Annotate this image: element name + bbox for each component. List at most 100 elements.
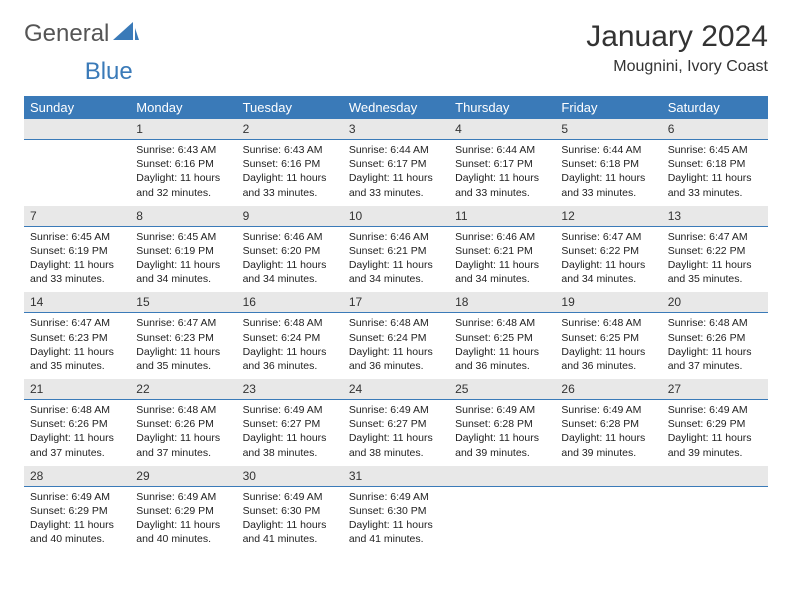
- calendar-cell: 6Sunrise: 6:45 AMSunset: 6:18 PMDaylight…: [662, 119, 768, 206]
- day-number: 22: [130, 379, 236, 400]
- calendar-cell: 8Sunrise: 6:45 AMSunset: 6:19 PMDaylight…: [130, 206, 236, 293]
- day-data: Sunrise: 6:49 AMSunset: 6:28 PMDaylight:…: [449, 400, 555, 466]
- day-header: Thursday: [449, 96, 555, 119]
- day-header: Friday: [555, 96, 661, 119]
- day-number: 2: [237, 119, 343, 140]
- calendar-cell: 11Sunrise: 6:46 AMSunset: 6:21 PMDayligh…: [449, 206, 555, 293]
- day-data: Sunrise: 6:49 AMSunset: 6:27 PMDaylight:…: [237, 400, 343, 466]
- day-data: Sunrise: 6:49 AMSunset: 6:28 PMDaylight:…: [555, 400, 661, 466]
- calendar-cell: 2Sunrise: 6:43 AMSunset: 6:16 PMDaylight…: [237, 119, 343, 206]
- day-number: 10: [343, 206, 449, 227]
- day-header: Wednesday: [343, 96, 449, 119]
- calendar-cell: 5Sunrise: 6:44 AMSunset: 6:18 PMDaylight…: [555, 119, 661, 206]
- day-data: Sunrise: 6:49 AMSunset: 6:30 PMDaylight:…: [343, 487, 449, 553]
- calendar-cell: [555, 466, 661, 553]
- calendar-week: 14Sunrise: 6:47 AMSunset: 6:23 PMDayligh…: [24, 292, 768, 379]
- brand-part2: Blue: [85, 58, 133, 86]
- calendar-cell: 27Sunrise: 6:49 AMSunset: 6:29 PMDayligh…: [662, 379, 768, 466]
- day-number: 11: [449, 206, 555, 227]
- day-data: Sunrise: 6:45 AMSunset: 6:18 PMDaylight:…: [662, 140, 768, 206]
- calendar-cell: [24, 119, 130, 206]
- day-number: 7: [24, 206, 130, 227]
- day-header: Tuesday: [237, 96, 343, 119]
- calendar-cell: 26Sunrise: 6:49 AMSunset: 6:28 PMDayligh…: [555, 379, 661, 466]
- calendar-cell: 28Sunrise: 6:49 AMSunset: 6:29 PMDayligh…: [24, 466, 130, 553]
- day-number: 17: [343, 292, 449, 313]
- calendar-cell: 30Sunrise: 6:49 AMSunset: 6:30 PMDayligh…: [237, 466, 343, 553]
- calendar-cell: 3Sunrise: 6:44 AMSunset: 6:17 PMDaylight…: [343, 119, 449, 206]
- day-data: Sunrise: 6:49 AMSunset: 6:27 PMDaylight:…: [343, 400, 449, 466]
- location-label: Mougnini, Ivory Coast: [586, 58, 768, 76]
- day-header: Saturday: [662, 96, 768, 119]
- day-number: 25: [449, 379, 555, 400]
- day-data: Sunrise: 6:47 AMSunset: 6:22 PMDaylight:…: [555, 227, 661, 293]
- day-data: Sunrise: 6:48 AMSunset: 6:24 PMDaylight:…: [237, 313, 343, 379]
- calendar-table: SundayMondayTuesdayWednesdayThursdayFrid…: [24, 96, 768, 552]
- calendar-cell: 7Sunrise: 6:45 AMSunset: 6:19 PMDaylight…: [24, 206, 130, 293]
- calendar-head: SundayMondayTuesdayWednesdayThursdayFrid…: [24, 96, 768, 119]
- day-data: Sunrise: 6:48 AMSunset: 6:25 PMDaylight:…: [449, 313, 555, 379]
- calendar-cell: 18Sunrise: 6:48 AMSunset: 6:25 PMDayligh…: [449, 292, 555, 379]
- day-number: 1: [130, 119, 236, 140]
- day-data: Sunrise: 6:49 AMSunset: 6:30 PMDaylight:…: [237, 487, 343, 553]
- day-number: 12: [555, 206, 661, 227]
- calendar-cell: 1Sunrise: 6:43 AMSunset: 6:16 PMDaylight…: [130, 119, 236, 206]
- brand-logo: General: [24, 20, 141, 48]
- day-data: Sunrise: 6:44 AMSunset: 6:17 PMDaylight:…: [343, 140, 449, 206]
- day-number: 9: [237, 206, 343, 227]
- day-number: 24: [343, 379, 449, 400]
- calendar-cell: 22Sunrise: 6:48 AMSunset: 6:26 PMDayligh…: [130, 379, 236, 466]
- brand-part1: General: [24, 20, 109, 48]
- day-data: Sunrise: 6:48 AMSunset: 6:26 PMDaylight:…: [662, 313, 768, 379]
- day-number: 13: [662, 206, 768, 227]
- day-number: 8: [130, 206, 236, 227]
- calendar-week: 7Sunrise: 6:45 AMSunset: 6:19 PMDaylight…: [24, 206, 768, 293]
- day-number: 5: [555, 119, 661, 140]
- calendar-cell: [662, 466, 768, 553]
- day-number: 6: [662, 119, 768, 140]
- day-data: Sunrise: 6:45 AMSunset: 6:19 PMDaylight:…: [24, 227, 130, 293]
- day-number: 3: [343, 119, 449, 140]
- day-data: Sunrise: 6:49 AMSunset: 6:29 PMDaylight:…: [662, 400, 768, 466]
- day-number: 27: [662, 379, 768, 400]
- day-data: Sunrise: 6:47 AMSunset: 6:23 PMDaylight:…: [130, 313, 236, 379]
- calendar-cell: 31Sunrise: 6:49 AMSunset: 6:30 PMDayligh…: [343, 466, 449, 553]
- calendar-cell: 25Sunrise: 6:49 AMSunset: 6:28 PMDayligh…: [449, 379, 555, 466]
- calendar-cell: [449, 466, 555, 553]
- calendar-week: 1Sunrise: 6:43 AMSunset: 6:16 PMDaylight…: [24, 119, 768, 206]
- day-data: Sunrise: 6:47 AMSunset: 6:22 PMDaylight:…: [662, 227, 768, 293]
- day-data: Sunrise: 6:43 AMSunset: 6:16 PMDaylight:…: [130, 140, 236, 206]
- day-data: Sunrise: 6:48 AMSunset: 6:24 PMDaylight:…: [343, 313, 449, 379]
- day-number: 16: [237, 292, 343, 313]
- calendar-cell: 15Sunrise: 6:47 AMSunset: 6:23 PMDayligh…: [130, 292, 236, 379]
- calendar-cell: 24Sunrise: 6:49 AMSunset: 6:27 PMDayligh…: [343, 379, 449, 466]
- day-data: Sunrise: 6:46 AMSunset: 6:20 PMDaylight:…: [237, 227, 343, 293]
- calendar-cell: 16Sunrise: 6:48 AMSunset: 6:24 PMDayligh…: [237, 292, 343, 379]
- day-data: Sunrise: 6:45 AMSunset: 6:19 PMDaylight:…: [130, 227, 236, 293]
- day-data: Sunrise: 6:46 AMSunset: 6:21 PMDaylight:…: [343, 227, 449, 293]
- day-data: Sunrise: 6:44 AMSunset: 6:17 PMDaylight:…: [449, 140, 555, 206]
- calendar-cell: 9Sunrise: 6:46 AMSunset: 6:20 PMDaylight…: [237, 206, 343, 293]
- day-data: Sunrise: 6:49 AMSunset: 6:29 PMDaylight:…: [130, 487, 236, 553]
- calendar-cell: 20Sunrise: 6:48 AMSunset: 6:26 PMDayligh…: [662, 292, 768, 379]
- title-block: January 2024 Mougnini, Ivory Coast: [586, 20, 768, 76]
- day-data: Sunrise: 6:47 AMSunset: 6:23 PMDaylight:…: [24, 313, 130, 379]
- day-number: 26: [555, 379, 661, 400]
- day-number: 15: [130, 292, 236, 313]
- day-number: 4: [449, 119, 555, 140]
- day-data: Sunrise: 6:46 AMSunset: 6:21 PMDaylight:…: [449, 227, 555, 293]
- calendar-cell: 4Sunrise: 6:44 AMSunset: 6:17 PMDaylight…: [449, 119, 555, 206]
- calendar-body: 1Sunrise: 6:43 AMSunset: 6:16 PMDaylight…: [24, 119, 768, 552]
- day-header: Sunday: [24, 96, 130, 119]
- day-number: 23: [237, 379, 343, 400]
- day-header: Monday: [130, 96, 236, 119]
- day-data: Sunrise: 6:49 AMSunset: 6:29 PMDaylight:…: [24, 487, 130, 553]
- day-number: 18: [449, 292, 555, 313]
- calendar-cell: 13Sunrise: 6:47 AMSunset: 6:22 PMDayligh…: [662, 206, 768, 293]
- calendar-cell: 23Sunrise: 6:49 AMSunset: 6:27 PMDayligh…: [237, 379, 343, 466]
- calendar-cell: 17Sunrise: 6:48 AMSunset: 6:24 PMDayligh…: [343, 292, 449, 379]
- day-data: Sunrise: 6:48 AMSunset: 6:26 PMDaylight:…: [24, 400, 130, 466]
- calendar-cell: 29Sunrise: 6:49 AMSunset: 6:29 PMDayligh…: [130, 466, 236, 553]
- month-title: January 2024: [586, 20, 768, 54]
- calendar-cell: 10Sunrise: 6:46 AMSunset: 6:21 PMDayligh…: [343, 206, 449, 293]
